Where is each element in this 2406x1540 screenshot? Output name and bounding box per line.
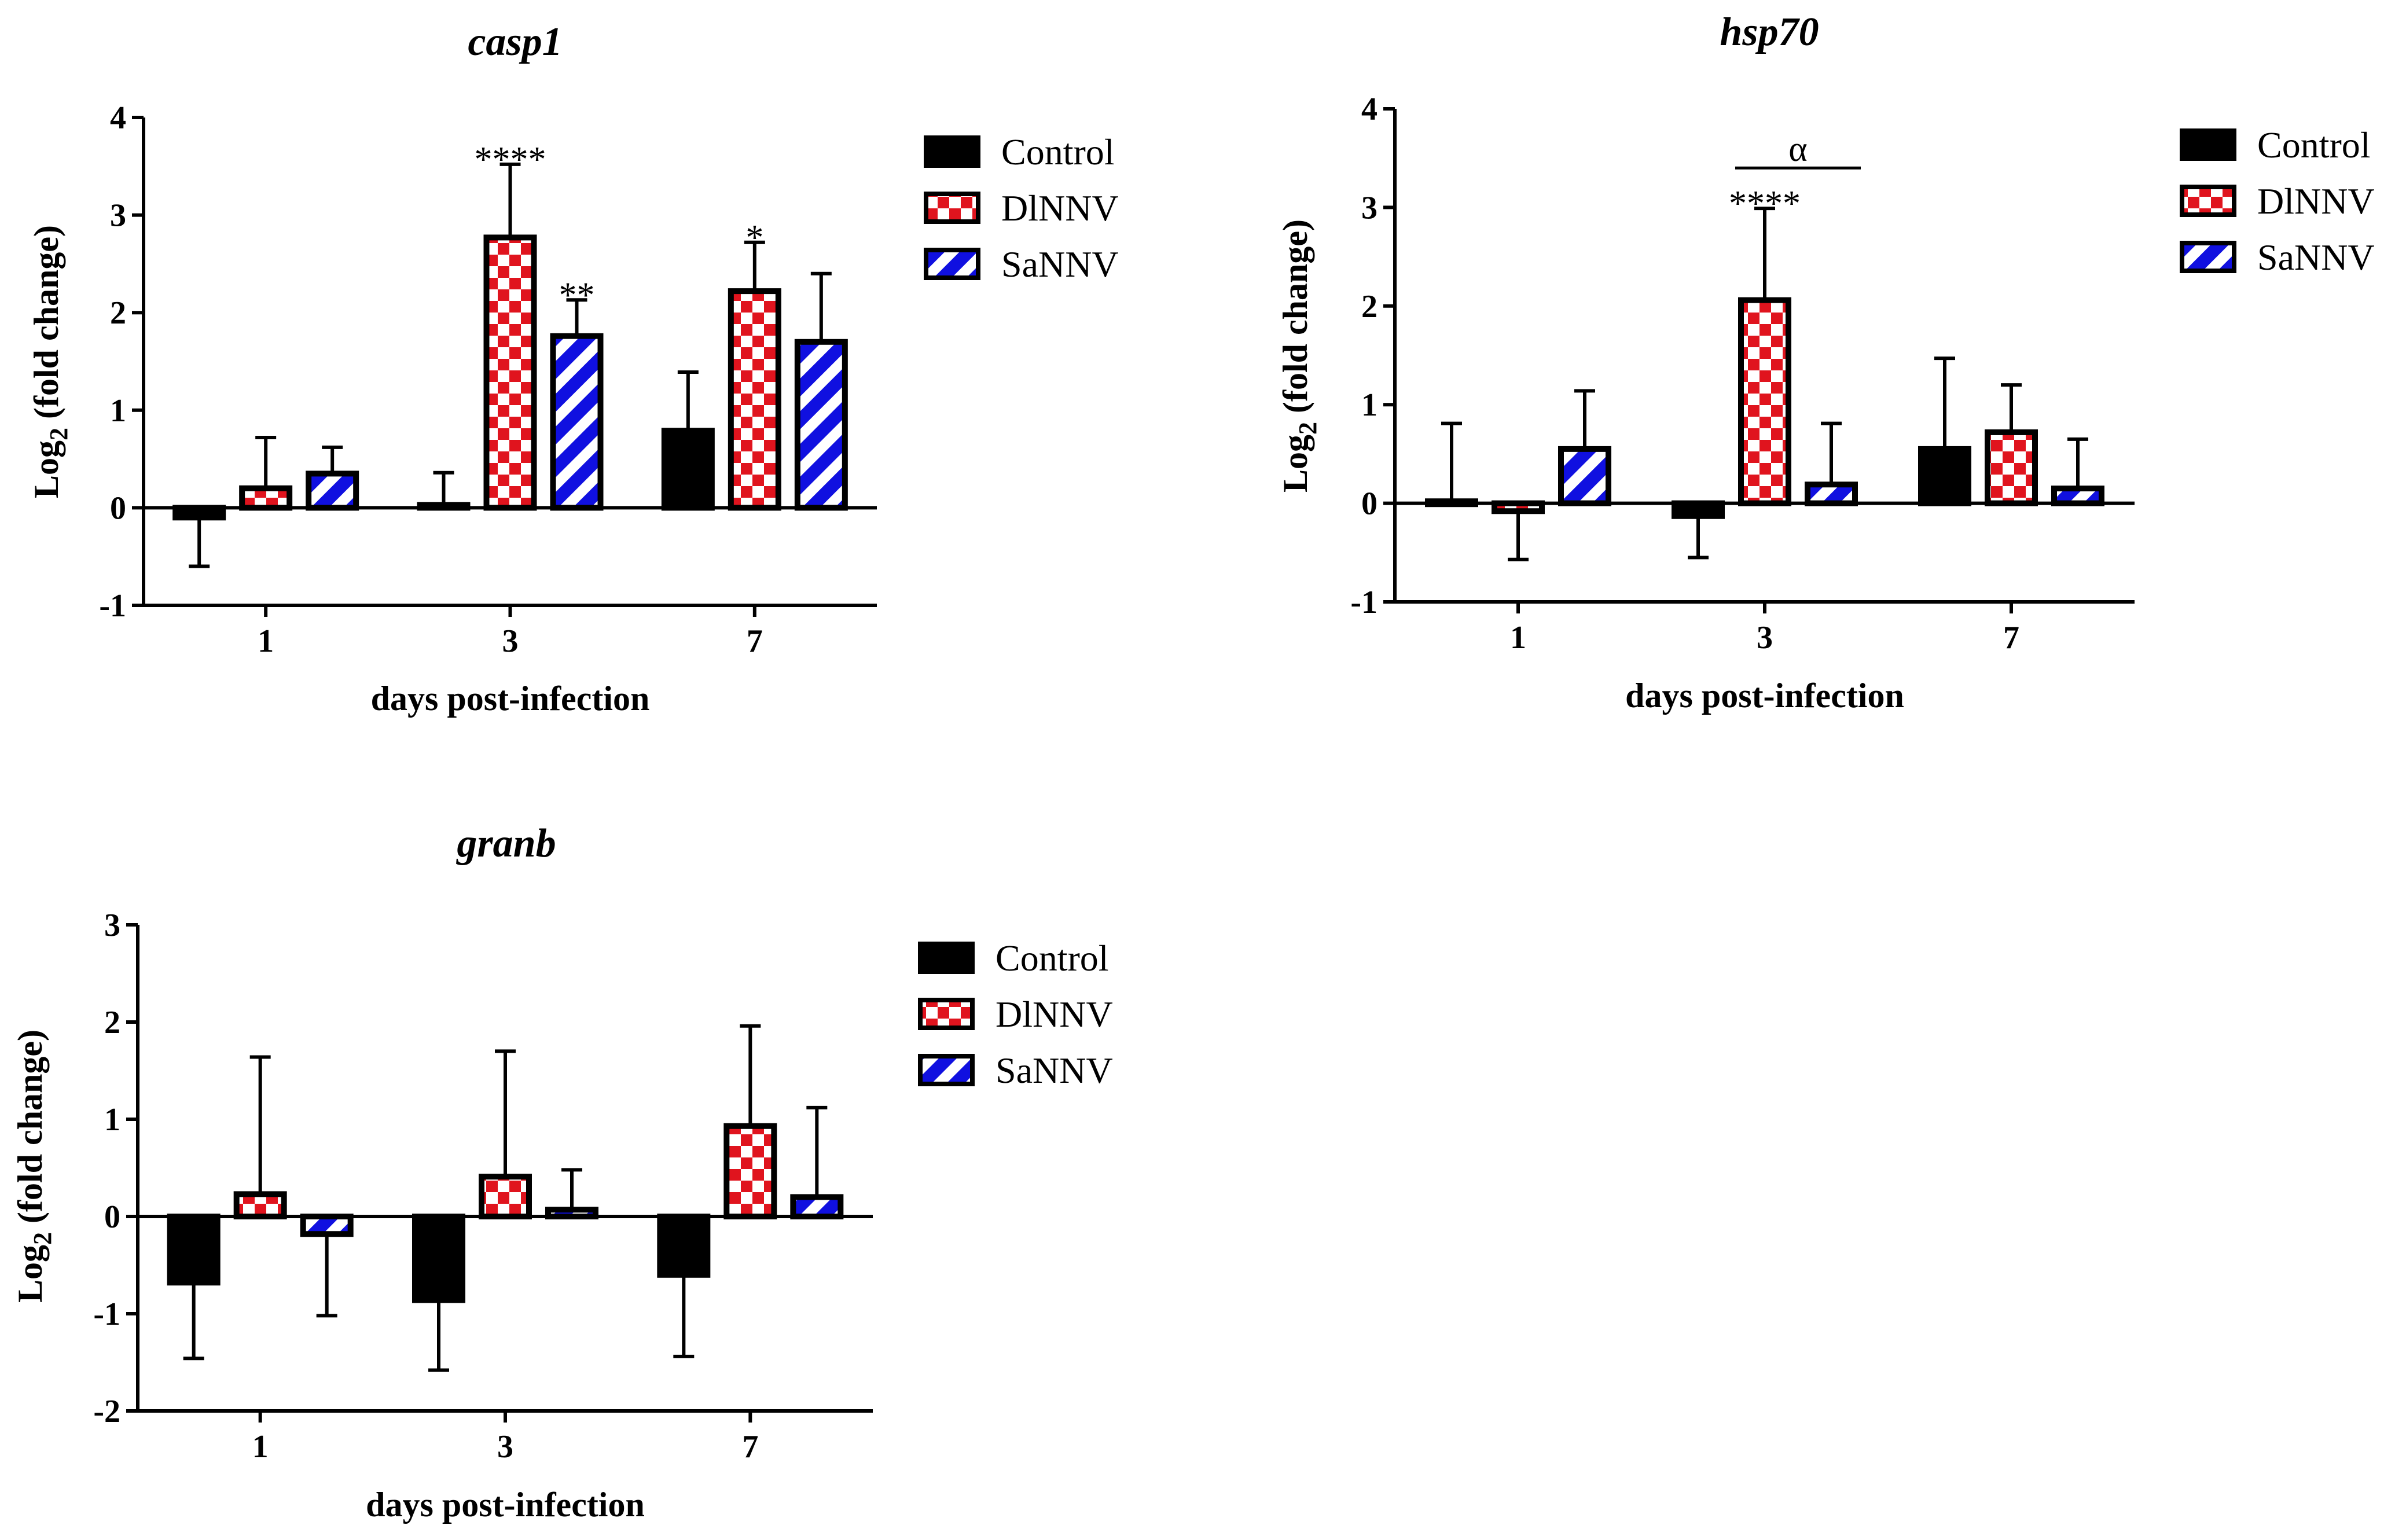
bar-control-day-7 (1918, 446, 1971, 506)
comparison-marker: α (1788, 130, 1807, 169)
chart-title: casp1 (468, 20, 562, 64)
bar-dlnnv-day-7 (1985, 429, 2038, 506)
y-axis-label-main: Log (1276, 435, 1314, 492)
bar-dlnnv-day-3 (479, 1174, 532, 1219)
bar-dlnnv-day-3 (483, 234, 537, 511)
x-tick-label: 7 (747, 623, 763, 659)
y-tick-label: 3 (1361, 190, 1378, 226)
y-tick-label: -1 (99, 588, 126, 624)
x-tick-label: 3 (502, 623, 519, 659)
bar-control-day-3 (412, 1214, 465, 1303)
legend-swatch-sannv (918, 1054, 975, 1086)
legend-swatch-dlnnv (918, 998, 975, 1030)
bar-sannv-day-1 (1558, 446, 1611, 506)
significance-marker: **** (1729, 184, 1801, 223)
x-tick-label: 3 (1757, 620, 1773, 656)
legend-label-control: Control (2257, 124, 2371, 166)
x-axis-label: days post-infection (371, 679, 650, 718)
significance-marker: **** (475, 140, 546, 179)
y-axis-label-rest: (fold change) (1276, 219, 1314, 422)
legend-label-sannv: SaNNV (996, 1050, 1113, 1091)
legend-label-dlnnv: DlNNV (2257, 181, 2375, 222)
bar-sannv-day-7 (790, 1194, 844, 1219)
bar-dlnnv-day-3 (1738, 297, 1791, 506)
legend-label-dlnnv: DlNNV (1001, 188, 1119, 229)
significance-marker: ** (559, 275, 595, 315)
bar-dlnnv-day-1 (233, 1191, 287, 1220)
legend-label-control: Control (1001, 131, 1115, 172)
y-tick-label: 1 (104, 1102, 120, 1138)
bar-sannv-day-1 (300, 1214, 354, 1237)
legend-swatch-control (924, 135, 980, 168)
panel-granb: granb -2 -1 0 1 2 3 1 3 7 days post-infection Log2 … (11, 821, 1113, 1524)
y-tick-label: -1 (93, 1296, 120, 1332)
y-axis-label-subscript: 2 (28, 1232, 57, 1245)
x-axis-label: days post-infection (366, 1486, 645, 1524)
y-tick-label: 2 (110, 295, 126, 331)
legend-label-control: Control (996, 938, 1109, 979)
bar-sannv-day-3 (1805, 482, 1858, 506)
bar-sannv-day-1 (306, 471, 359, 511)
bar-dlnnv-day-7 (728, 288, 781, 511)
y-tick-label: 2 (104, 1005, 120, 1041)
bar-sannv-day-3 (550, 333, 604, 511)
y-tick-label: 4 (110, 100, 126, 136)
chart-title: granb (456, 821, 556, 866)
x-tick-label: 1 (258, 623, 274, 659)
x-axis-label: days post-infection (1625, 677, 1904, 715)
legend-label-dlnnv: DlNNV (996, 994, 1113, 1035)
y-tick-label: 3 (110, 198, 126, 234)
y-tick-label: 2 (1361, 289, 1378, 325)
bar-control-day-7 (657, 1214, 711, 1278)
legend-swatch-dlnnv (2180, 185, 2236, 217)
x-tick-label: 1 (252, 1429, 269, 1465)
legend-swatch-sannv (924, 248, 980, 280)
bar-control-day-3 (1672, 500, 1725, 519)
y-axis-label: Log2 (fold change) (1276, 219, 1322, 492)
y-tick-label: 0 (1361, 486, 1378, 522)
y-axis-label: Log2 (fold change) (27, 225, 73, 498)
y-tick-label: 3 (104, 907, 120, 943)
y-axis-label-main: Log (27, 440, 65, 498)
bar-dlnnv-day-7 (723, 1123, 777, 1220)
x-tick-label: 7 (742, 1429, 758, 1465)
bar-control-day-7 (661, 428, 715, 511)
legend-swatch-sannv (2180, 241, 2236, 273)
legend-swatch-dlnnv (924, 192, 980, 224)
legend-swatch-control (2180, 128, 2236, 161)
y-axis-label-subscript: 2 (45, 428, 73, 440)
y-tick-label: 1 (1361, 387, 1378, 423)
legend-label-sannv: SaNNV (2257, 237, 2375, 278)
y-tick-label: 1 (110, 393, 126, 429)
y-tick-label: 0 (104, 1199, 120, 1235)
y-tick-label: 0 (110, 490, 126, 526)
y-axis-label-rest: (fold change) (27, 225, 65, 428)
bar-sannv-day-7 (2051, 486, 2104, 506)
significance-marker: * (745, 218, 763, 258)
legend-swatch-control (918, 942, 975, 974)
bar-control-day-1 (167, 1214, 221, 1286)
y-axis-label-main: Log (11, 1245, 49, 1303)
y-axis-label-rest: (fold change) (11, 1030, 49, 1232)
x-tick-label: 1 (1510, 620, 1526, 656)
legend-label-sannv: SaNNV (1001, 244, 1119, 285)
bar-sannv-day-7 (794, 339, 848, 511)
y-axis-label-subscript: 2 (1294, 422, 1322, 435)
x-tick-label: 7 (2003, 620, 2019, 656)
x-tick-label: 3 (497, 1429, 513, 1465)
bar-dlnnv-day-1 (239, 485, 293, 511)
y-tick-label: -2 (93, 1394, 120, 1429)
chart-title: hsp70 (1720, 10, 1819, 54)
y-tick-label: -1 (1350, 585, 1378, 620)
y-axis-label: Log2 (fold change) (11, 1030, 57, 1303)
y-tick-label: 4 (1361, 91, 1378, 127)
